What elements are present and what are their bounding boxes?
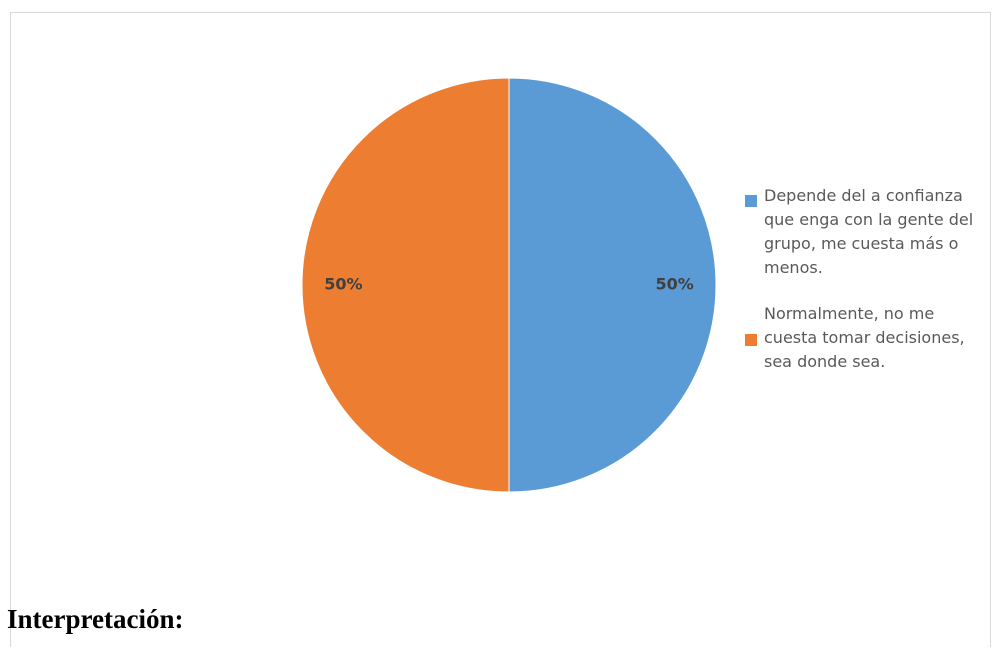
slice-data-label: 50% [324,275,362,294]
pie-slice [301,77,510,493]
slice-data-label: 50% [655,275,693,294]
legend-label-line: grupo, me cuesta más o [764,234,959,253]
pie-slice [508,77,717,493]
legend-label-line: menos. [764,258,823,277]
legend-label-line: que enga con la gente del [764,210,974,229]
legend-label-line: sea donde sea. [764,352,886,371]
chart-legend: Depende del a confianza que enga con la … [745,184,1003,396]
interpretation-heading: Interpretación: [7,604,184,634]
pie-chart: 50% 50% [301,77,717,493]
legend-label-line: cuesta tomar decisiones, [764,328,965,347]
legend-label-line: Normalmente, no me [764,304,935,323]
legend-item-confianza: Depende del a confianza que enga con la … [745,184,1003,280]
legend-item-normalmente: Normalmente, no me cuesta tomar decision… [745,302,1003,374]
legend-label-line: Depende del a confianza [764,186,963,205]
legend-swatch-orange [745,334,757,346]
legend-swatch-blue [745,195,757,207]
chart-frame: 50% 50% Depende del a confianza que enga … [10,12,991,647]
